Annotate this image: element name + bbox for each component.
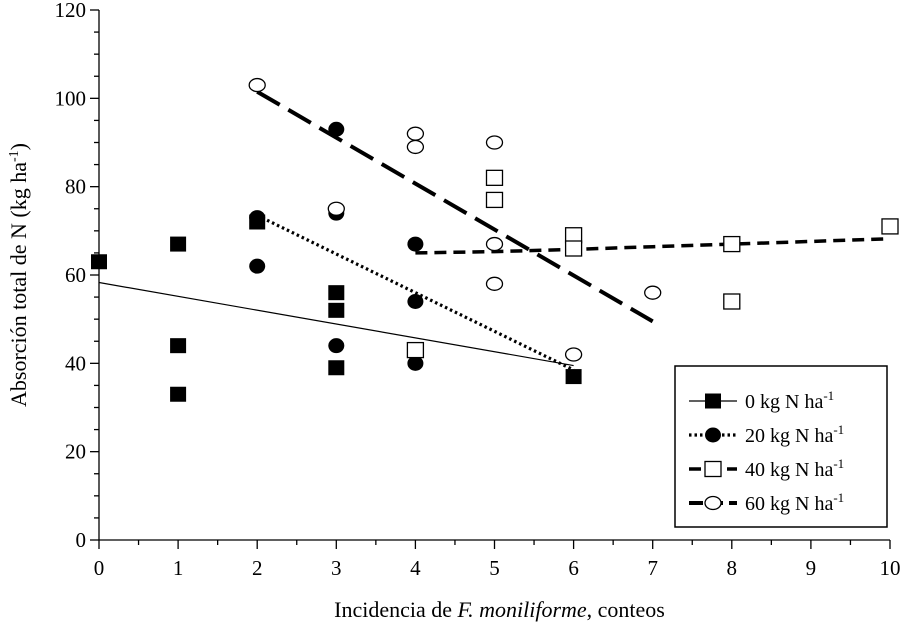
y-tick-label: 40 [65, 351, 86, 375]
y-tick-label: 0 [76, 528, 87, 552]
point-series-1 [407, 294, 424, 309]
point-series-1 [249, 210, 266, 226]
point-series-3 [406, 139, 425, 155]
x-tick-label: 3 [331, 556, 342, 580]
fit-line-series-0 [99, 281, 574, 367]
point-series-2 [485, 169, 504, 186]
legend-label-series-2: 40 kg N ha-1 [745, 456, 844, 481]
point-series-0 [328, 302, 345, 318]
point-series-1 [407, 355, 424, 371]
point-series-0 [328, 360, 345, 376]
y-tick-label: 120 [55, 0, 87, 22]
fit-line-series-3 [256, 89, 654, 324]
point-series-1 [249, 258, 266, 274]
x-tick-label: 10 [880, 556, 901, 580]
point-series-3 [406, 126, 425, 141]
x-tick-label: 8 [727, 556, 738, 580]
y-tick-label: 60 [65, 263, 86, 287]
legend-marker-series-3 [704, 495, 722, 511]
point-series-0 [170, 236, 187, 252]
point-series-1 [328, 121, 345, 137]
x-tick-label: 0 [94, 556, 105, 580]
regression-lines [99, 89, 890, 372]
fit-line-series-1 [256, 213, 575, 372]
point-series-0 [170, 338, 187, 354]
y-tick-label: 100 [55, 86, 87, 110]
point-series-0 [328, 285, 345, 301]
y-axis-title: Absorción total de N (kg ha-1) [6, 143, 31, 407]
legend-label-series-3: 60 kg N ha-1 [745, 490, 844, 515]
x-tick-label: 4 [410, 556, 421, 580]
point-series-0 [565, 369, 582, 385]
x-tick-label: 1 [173, 556, 184, 580]
point-series-3 [644, 285, 662, 300]
point-series-3 [485, 236, 504, 252]
x-tick-label: 7 [647, 556, 658, 580]
legend-marker-series-1 [705, 427, 721, 443]
point-series-3 [248, 77, 266, 93]
point-series-1 [328, 338, 345, 354]
axes: 0 20 40 60 80 100 120 0 1 2 3 4 5 6 7 8 9 10 [55, 0, 901, 580]
point-series-2 [406, 341, 425, 359]
x-tick-label: 2 [252, 556, 263, 580]
legend-marker-series-0 [705, 393, 721, 409]
point-series-3 [327, 201, 345, 216]
data-points [91, 77, 899, 402]
x-tick-label: 5 [489, 556, 500, 580]
point-series-3 [485, 135, 504, 150]
legend-marker-series-2 [704, 460, 722, 478]
point-series-3 [485, 276, 504, 291]
point-series-0 [91, 254, 107, 270]
point-series-0 [170, 386, 187, 402]
x-tick-label: 6 [568, 556, 579, 580]
legend-label-series-1: 20 kg N ha-1 [745, 422, 844, 447]
point-series-2 [564, 240, 583, 257]
x-axis-title: Incidencia de F. moniliforme, conteos [334, 597, 665, 622]
point-series-3 [564, 347, 583, 362]
y-tick-label: 20 [65, 440, 86, 464]
point-series-2 [723, 293, 741, 310]
x-tick-label: 9 [806, 556, 817, 580]
point-series-1 [407, 236, 424, 252]
y-tick-label: 80 [65, 175, 86, 199]
fit-line-series-2 [415, 237, 890, 255]
point-series-2 [881, 218, 899, 235]
point-series-2 [723, 235, 741, 253]
legend: 0 kg N ha-1 20 kg N ha-1 40 kg N ha-1 60 kg… [674, 365, 888, 528]
point-series-2 [485, 191, 504, 209]
legend-label-series-0: 0 kg N ha-1 [745, 388, 834, 413]
